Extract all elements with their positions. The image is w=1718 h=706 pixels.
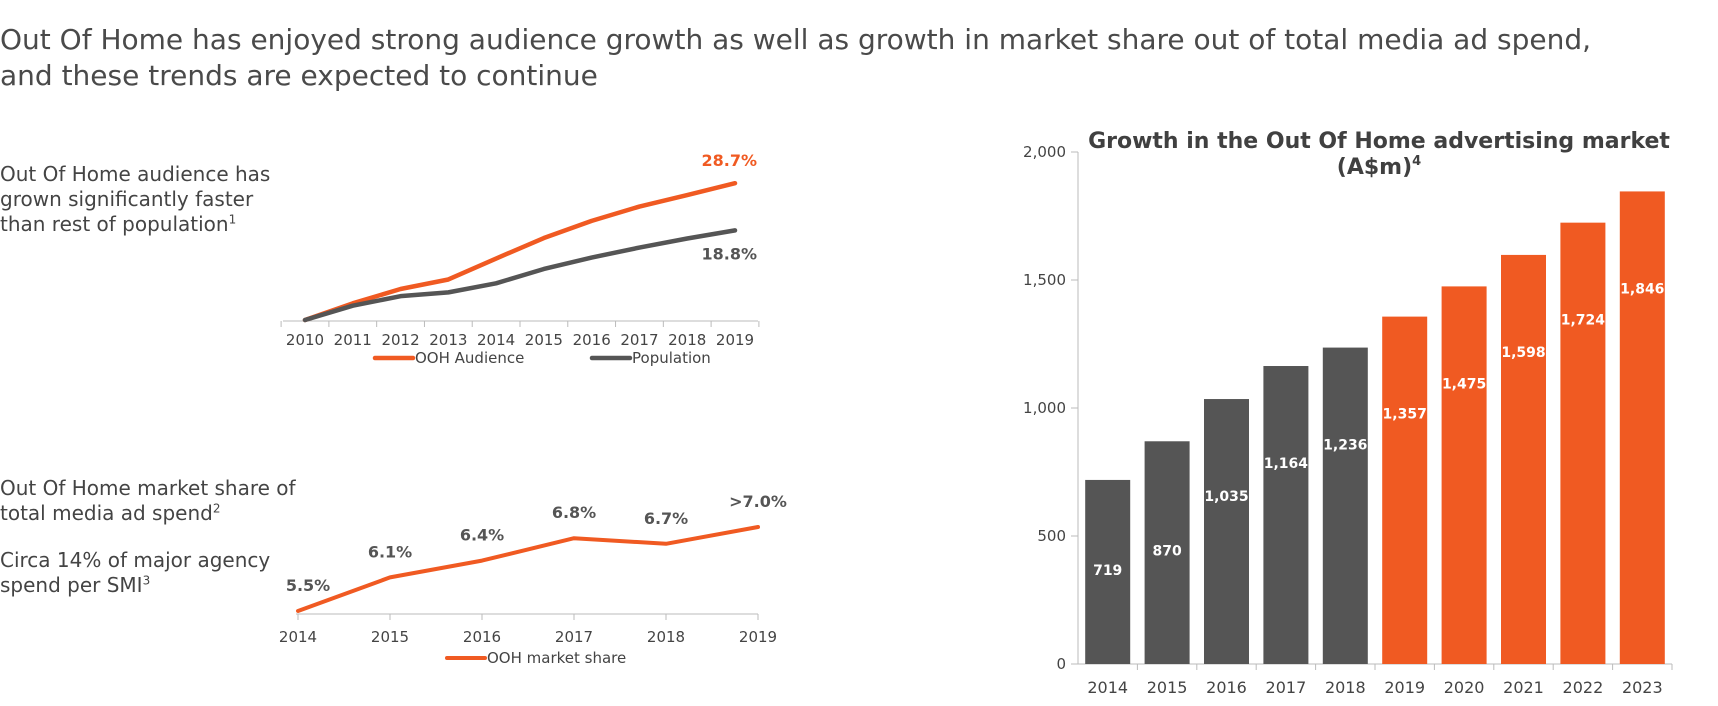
data-label: 6.7% — [644, 509, 688, 528]
x-tick-label: 2012 — [381, 331, 419, 349]
y-tick-label: 0 — [1056, 655, 1066, 673]
x-tick-label: 2013 — [429, 331, 467, 349]
bar-2023 — [1619, 191, 1665, 664]
bar-2022 — [1560, 222, 1606, 664]
end-label-population: 18.8% — [701, 244, 757, 263]
bar-value-label: 719 — [1093, 563, 1122, 579]
headline: Out Of Home has enjoyed strong audience … — [0, 22, 1600, 94]
data-label: 6.4% — [460, 526, 504, 545]
x-tick-label: 2018 — [1325, 678, 1366, 697]
x-tick-label: 2017 — [555, 628, 593, 646]
audience-note-footnote: 1 — [228, 212, 237, 227]
market-share-note-text: Out Of Home market share of total media … — [0, 476, 296, 525]
bar-value-label: 1,035 — [1204, 489, 1248, 505]
x-tick-label: 2011 — [334, 331, 372, 349]
series-line-ooh-market-share — [296, 525, 760, 613]
x-tick-label: 2016 — [1206, 678, 1247, 697]
audience-note: Out Of Home audience has grown significa… — [0, 162, 300, 237]
bar-value-label: 1,598 — [1501, 345, 1545, 361]
bar-2016 — [1204, 399, 1249, 664]
bar-value-label: 870 — [1152, 544, 1181, 560]
bar-2019 — [1382, 316, 1428, 664]
legend-label-population: Population — [632, 349, 711, 367]
y-tick-label: 2,000 — [1023, 143, 1066, 161]
chart-title: Growth in the Out Of Home advertising ma… — [1088, 129, 1670, 154]
bar-value-label: 1,475 — [1442, 376, 1486, 392]
bar-2021 — [1501, 254, 1546, 665]
x-tick-label: 2015 — [1147, 678, 1188, 697]
data-label: 5.5% — [286, 576, 330, 595]
x-tick-label: 2023 — [1622, 678, 1663, 697]
bar-2014 — [1085, 479, 1131, 664]
agency-note-footnote: 3 — [142, 573, 151, 588]
market-share-note-footnote: 2 — [212, 501, 221, 516]
x-tick-label: 2020 — [1444, 678, 1485, 697]
agency-note-text: Circa 14% of major agency spend per SMI — [0, 548, 271, 597]
y-tick-label: 500 — [1037, 527, 1066, 545]
market-share-chart: 2014 2015 2016 2017 2018 2019 5.5% 6.1% 6.4% 6.8%… — [279, 492, 787, 667]
y-tick-label: 1,000 — [1023, 399, 1066, 417]
end-label-ooh-audience: 28.7% — [701, 151, 757, 170]
data-label: >7.0% — [729, 492, 787, 511]
x-tick-label: 2016 — [463, 628, 501, 646]
x-tick-label: 2014 — [1087, 678, 1128, 697]
x-tick-label: 2019 — [1384, 678, 1425, 697]
bar-2018 — [1322, 347, 1368, 664]
bar-value-label: 1,357 — [1383, 407, 1427, 423]
x-tick-label: 2018 — [668, 331, 706, 349]
headline-line-2: and these trends are expected to continu… — [0, 59, 598, 92]
data-label: 6.8% — [552, 503, 596, 522]
x-tick-label: 2019 — [716, 331, 754, 349]
chart-title-footnote: 4 — [1412, 154, 1421, 169]
bar-value-label: 1,846 — [1620, 281, 1664, 297]
x-tick-label: 2016 — [573, 331, 611, 349]
audience-note-text: Out Of Home audience has grown significa… — [0, 162, 271, 236]
y-tick-label: 1,500 — [1023, 271, 1066, 289]
bar-value-label: 1,164 — [1264, 456, 1309, 472]
bar-value-label: 1,236 — [1323, 438, 1367, 454]
x-tick-label: 2014 — [279, 628, 317, 646]
x-tick-label: 2021 — [1503, 678, 1544, 697]
x-tick-label: 2014 — [477, 331, 515, 349]
bar-2015 — [1144, 441, 1190, 664]
chart-title-line-2: (A$m)4 — [1337, 154, 1421, 180]
x-tick-label: 2010 — [286, 331, 324, 349]
x-tick-label: 2018 — [647, 628, 685, 646]
data-label: 6.1% — [368, 542, 412, 561]
x-tick-label: 2019 — [739, 628, 777, 646]
agency-note: Circa 14% of major agency spend per SMI3 — [0, 548, 300, 598]
x-tick-label: 2015 — [525, 331, 563, 349]
series-line-ooh-audience — [302, 180, 738, 323]
bar-value-label: 1,724 — [1561, 313, 1606, 329]
legend-label-ooh-market-share: OOH market share — [487, 649, 626, 667]
ooh-market-bar-chart: 0 500 1,000 1,500 2,000 719 2014 870 2015 1,035 20… — [1023, 129, 1673, 697]
x-tick-label: 2022 — [1563, 678, 1604, 697]
x-tick-label: 2015 — [371, 628, 409, 646]
bar-2017 — [1263, 366, 1309, 664]
x-tick-label: 2017 — [1266, 678, 1307, 697]
audience-growth-chart: 2010 2011 2012 2013 2014 2015 2016 2017 2018 2019… — [280, 151, 760, 367]
x-tick-label: 2017 — [620, 331, 658, 349]
market-share-note: Out Of Home market share of total media … — [0, 476, 310, 526]
series-line-population — [302, 228, 738, 323]
legend-label-ooh-audience: OOH Audience — [415, 349, 524, 367]
headline-line-1: Out Of Home has enjoyed strong audience … — [0, 23, 1592, 56]
bar-2020 — [1441, 286, 1487, 664]
